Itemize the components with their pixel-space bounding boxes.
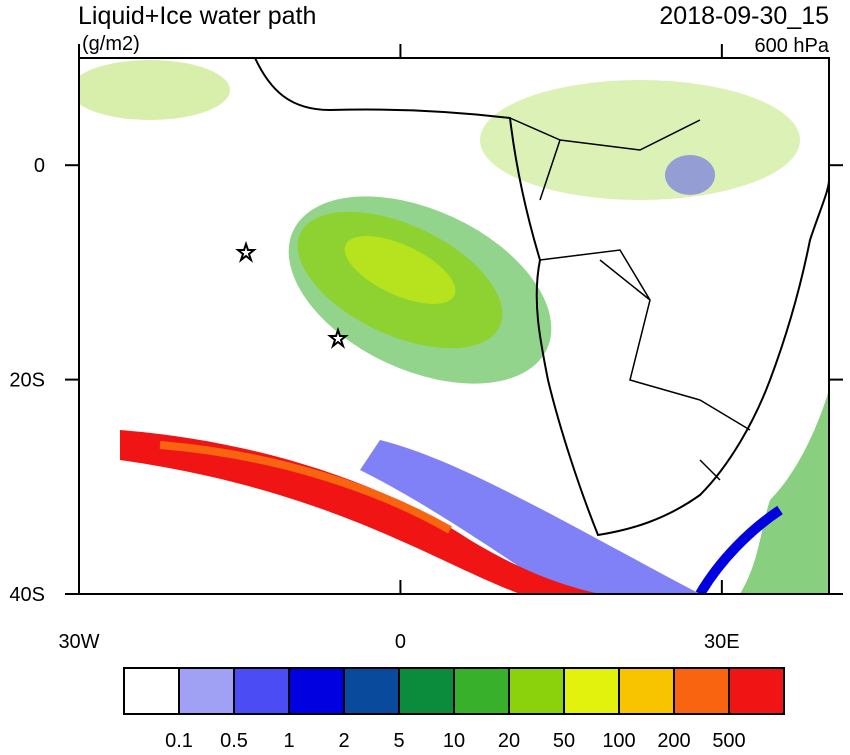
x-tick-label: 30E <box>704 631 740 653</box>
colorbar-label: 0.1 <box>165 730 193 750</box>
x-tick-label: 30W <box>58 631 99 653</box>
colorbar-box <box>178 667 235 715</box>
units: (g/m2) <box>82 33 140 55</box>
colorbar-box <box>233 667 290 715</box>
colorbar-label: 50 <box>553 730 575 750</box>
colorbar-label: 100 <box>602 730 635 750</box>
y-tick-label: 20S <box>9 370 45 392</box>
colorbar-label: 200 <box>657 730 690 750</box>
colorbar-box <box>343 667 400 715</box>
colorbar-label: 2 <box>338 730 349 750</box>
y-tick-label: 0 <box>34 155 45 177</box>
colorbar-box <box>508 667 565 715</box>
date: 2018-09-30_15 <box>659 2 829 30</box>
colorbar-box <box>618 667 675 715</box>
colorbar-box <box>288 667 345 715</box>
y-tick-label: 40S <box>9 584 45 606</box>
colorbar-label: 1 <box>283 730 294 750</box>
map-field <box>79 58 829 594</box>
colorbar-box <box>728 667 785 715</box>
colorbar-label: 5 <box>393 730 404 750</box>
colorbar-label: 10 <box>443 730 465 750</box>
colorbar-label: 20 <box>498 730 520 750</box>
colorbar-label: 500 <box>712 730 745 750</box>
level: 600 hPa <box>754 35 829 57</box>
map-frame <box>78 57 830 595</box>
colorbar-box <box>673 667 730 715</box>
colorbar-box <box>563 667 620 715</box>
colorbar-label: 0.5 <box>220 730 248 750</box>
colorbar-box <box>123 667 180 715</box>
x-tick-label: 0 <box>395 631 406 653</box>
colorbar-box <box>398 667 455 715</box>
colorbar-box <box>453 667 510 715</box>
title: Liquid+Ice water path <box>78 2 316 30</box>
